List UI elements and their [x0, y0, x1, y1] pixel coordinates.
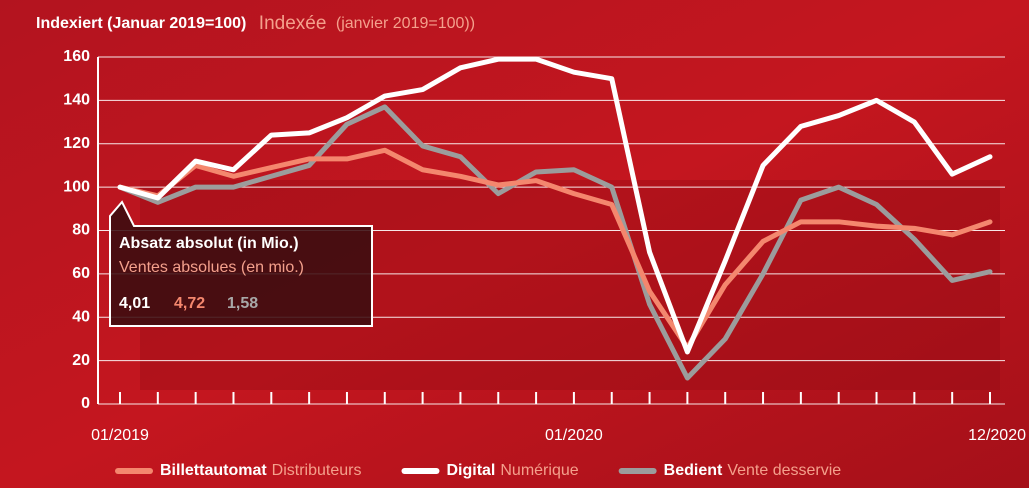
- y-tick-label: 20: [72, 352, 90, 369]
- legend-name-fr: Vente desservie: [727, 462, 841, 479]
- y-tick-label: 140: [63, 92, 90, 109]
- legend: Billettautomat Distributeurs Digital Numéri…: [118, 462, 841, 479]
- y-tick-label: 60: [72, 265, 90, 282]
- annotation-title: Absatz absolut (in Mio.): [119, 235, 299, 252]
- y-tick-label: 100: [63, 178, 90, 195]
- x-tick-label: 12/2020: [968, 427, 1026, 444]
- title-de: Indexiert (Januar 2019=100): [36, 15, 246, 32]
- legend-name: Digital: [446, 462, 495, 479]
- chart: Indexiert (Januar 2019=100) Indexée (jan…: [0, 0, 1029, 488]
- annotation-figure: 4,72: [174, 295, 205, 312]
- legend-entry: Billettautomat Distributeurs: [160, 462, 361, 479]
- annotation-figure: 4,01: [119, 295, 150, 312]
- title-fr-note: (janvier 2019=100)): [336, 15, 475, 32]
- y-tick-label: 120: [63, 135, 90, 152]
- annotation-figure: 1,58: [227, 295, 258, 312]
- y-tick-label: 80: [72, 222, 90, 239]
- legend-name-fr: Numérique: [500, 462, 578, 479]
- x-tick-label: 01/2020: [545, 427, 603, 444]
- y-tick-label: 40: [72, 308, 90, 325]
- y-tick-label: 0: [81, 395, 90, 412]
- legend-name: Billettautomat: [160, 462, 267, 479]
- annotation-subtitle: Ventes absolues (en mio.): [119, 259, 304, 276]
- legend-entry: Digital Numérique: [446, 462, 578, 479]
- y-tick-label: 160: [63, 48, 90, 65]
- title-fr: Indexée: [259, 13, 327, 34]
- legend-name: Bedient: [664, 462, 723, 479]
- x-tick-label: 01/2019: [91, 427, 149, 444]
- legend-name-fr: Distributeurs: [272, 462, 362, 479]
